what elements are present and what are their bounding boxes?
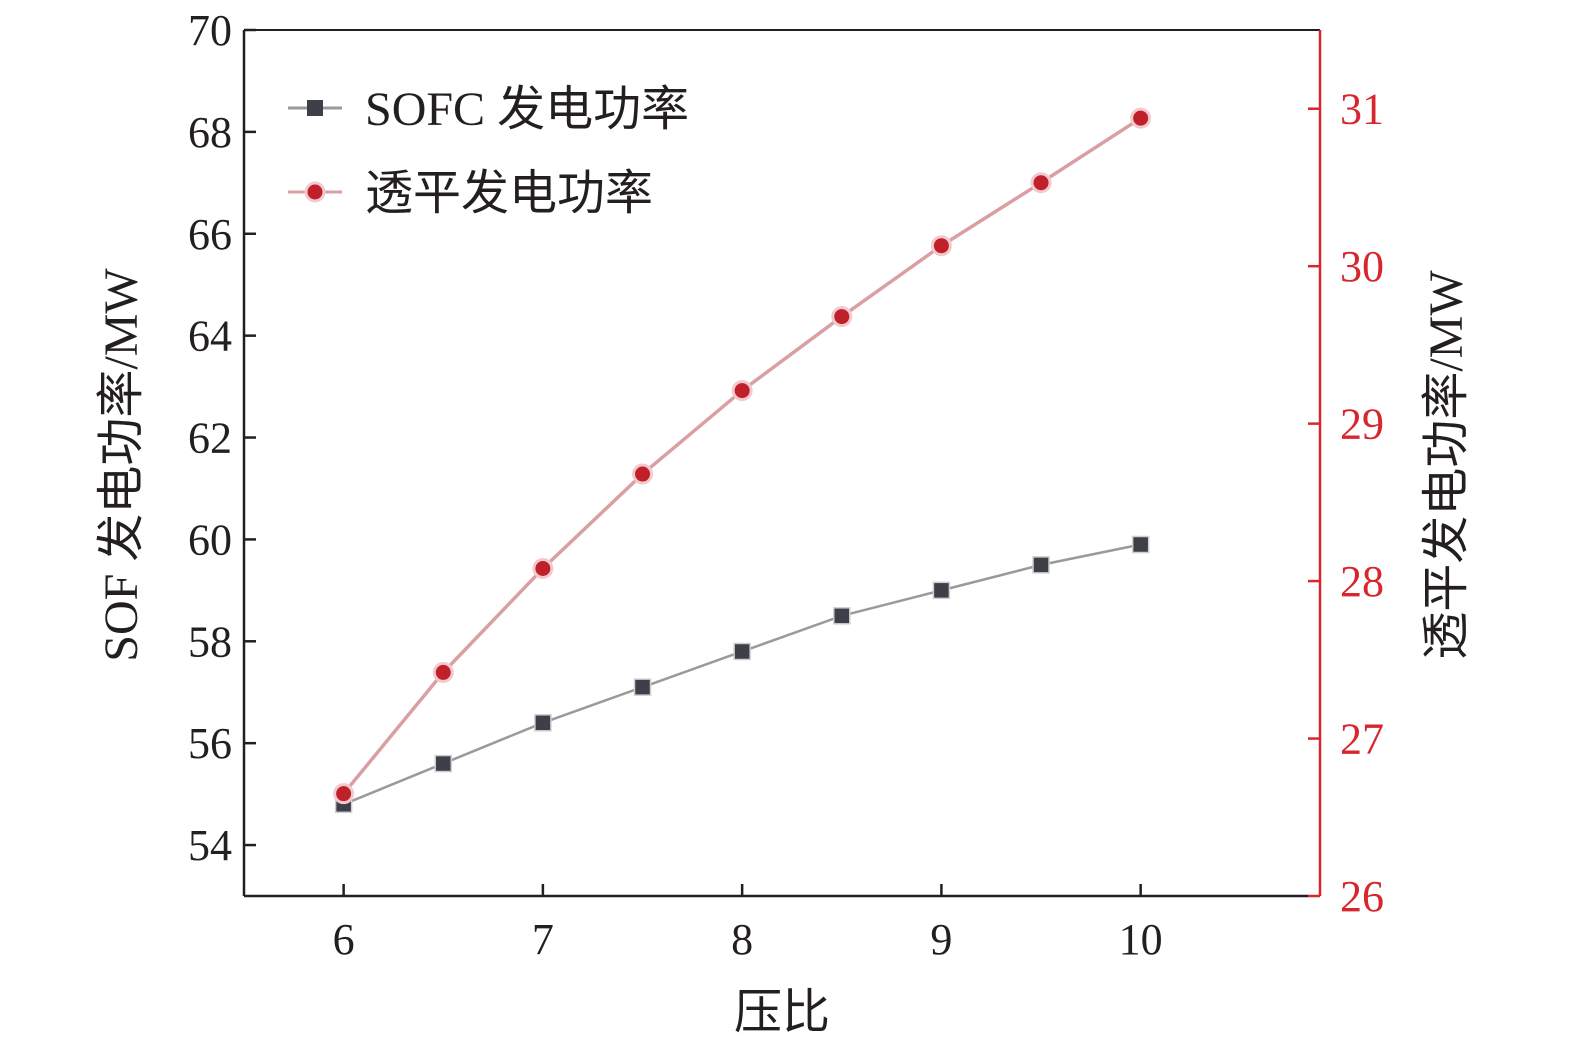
- x-tick-label: 7: [532, 915, 554, 964]
- left-y-axis-label: SOF 发电功率/MW: [95, 268, 148, 662]
- right-tick-label: 30: [1340, 242, 1384, 291]
- data-point-circle: [930, 235, 952, 257]
- series-layer: [333, 107, 1152, 814]
- series-2: [333, 107, 1152, 805]
- right-tick-label: 28: [1340, 557, 1384, 606]
- x-axis-label: 压比: [734, 986, 830, 1039]
- data-point-circle: [731, 380, 753, 402]
- left-tick-label: 64: [188, 312, 232, 361]
- data-point-square: [1032, 556, 1050, 574]
- right-tick-label: 27: [1340, 715, 1384, 764]
- series-1: [334, 535, 1150, 814]
- data-point-square: [1131, 535, 1150, 554]
- data-point-square: [534, 714, 552, 732]
- legend-marker-square: [307, 100, 323, 116]
- data-point-square: [733, 642, 751, 661]
- left-tick-label: 70: [188, 6, 232, 55]
- x-tick-label: 8: [731, 915, 753, 964]
- x-tick-label: 10: [1119, 915, 1163, 964]
- right-tick-label: 29: [1340, 400, 1384, 449]
- data-point-circle: [831, 306, 853, 328]
- left-tick-label: 58: [188, 617, 232, 666]
- data-point-square: [932, 581, 951, 600]
- data-point-circle: [632, 463, 654, 485]
- data-point-circle: [1030, 172, 1052, 194]
- data-point-circle: [532, 557, 554, 579]
- x-axis: 6 7 8 9 10: [333, 884, 1163, 964]
- plot-frame: [242, 29, 1322, 898]
- data-point-square: [434, 754, 453, 773]
- x-tick-label: 6: [333, 915, 355, 964]
- left-tick-label: 68: [188, 108, 232, 157]
- data-point-square: [833, 607, 851, 625]
- series-line: [343, 543, 1141, 806]
- left-tick-label: 66: [188, 210, 232, 259]
- data-point-square: [633, 678, 652, 696]
- right-tick-label: 26: [1340, 872, 1384, 921]
- left-tick-label: 54: [188, 821, 232, 870]
- data-point-circle: [432, 661, 454, 683]
- right-tick-label: 31: [1340, 85, 1384, 134]
- left-tick-label: 56: [188, 719, 232, 768]
- left-axis: 54 56 58 60 62 64 66 68 70: [188, 6, 256, 870]
- right-y-axis-label: 透平发电功率/MW: [1420, 270, 1473, 660]
- legend-label: SOFC 发电功率: [365, 83, 689, 136]
- left-tick-label: 60: [188, 515, 232, 564]
- data-point-circle: [1130, 107, 1152, 129]
- legend-label: 透平发电功率: [365, 167, 653, 220]
- x-tick-label: 9: [930, 915, 952, 964]
- data-point-circle: [333, 783, 355, 805]
- right-axis: 26 27 28 29 30 31: [1308, 85, 1384, 921]
- left-tick-label: 62: [188, 414, 232, 463]
- legend-marker-circle: [304, 181, 326, 203]
